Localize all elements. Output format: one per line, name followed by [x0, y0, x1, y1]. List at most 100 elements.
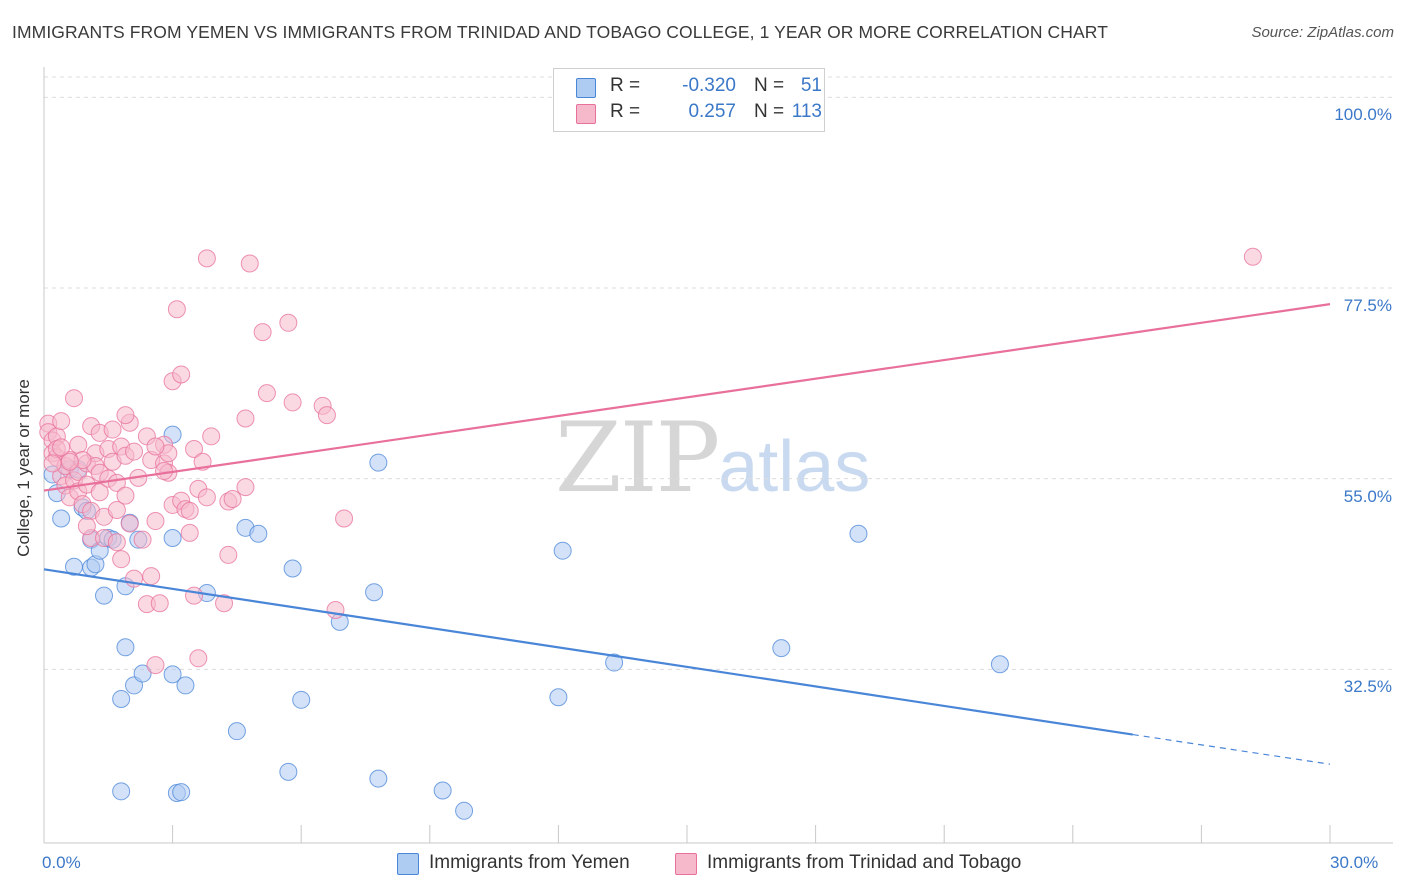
- legend-r-label: R =: [610, 75, 641, 96]
- trinidad-point: [1243, 247, 1262, 266]
- y-tick-label: 77.5%: [1343, 296, 1392, 316]
- trinidad-point: [90, 483, 109, 502]
- yemen-point: [279, 762, 298, 781]
- yemen-point: [95, 586, 114, 605]
- yemen-trend-extension: [1132, 733, 1331, 765]
- trinidad-point: [253, 323, 272, 342]
- trinidad-point: [189, 649, 208, 668]
- trinidad-point: [120, 514, 139, 533]
- yemen-point: [553, 541, 572, 560]
- trinidad-point: [197, 249, 216, 268]
- trinidad-point: [185, 440, 204, 459]
- legend-n-label: N =: [754, 101, 785, 122]
- trinidad-point: [103, 420, 122, 439]
- trinidad-point: [125, 442, 144, 461]
- trinidad-point: [60, 452, 79, 471]
- yemen-point: [176, 676, 195, 695]
- watermark-zip: ZIP: [555, 402, 720, 514]
- watermark: ZIPatlas: [555, 402, 870, 514]
- trinidad-point: [335, 509, 354, 528]
- trinidad-point: [116, 406, 135, 425]
- legend-n-label: N =: [754, 75, 785, 96]
- y-axis-label: College, 1 year or more: [4, 379, 44, 557]
- trinidad-point: [240, 254, 259, 273]
- trinidad-point: [167, 300, 186, 319]
- trinidad-point: [65, 389, 84, 408]
- trinidad-point: [146, 437, 165, 456]
- bottom-legend-label-trinidad: Immigrants from Trinidad and Tobago: [707, 852, 1022, 873]
- trinidad-point: [257, 384, 276, 403]
- yemen-point: [283, 559, 302, 578]
- trinidad-point: [279, 313, 298, 332]
- yemen-point: [172, 783, 191, 802]
- yemen-trend-line: [43, 568, 1133, 736]
- trinidad-point: [326, 601, 345, 620]
- legend-n-value: 113: [791, 101, 822, 122]
- yemen-point: [112, 782, 131, 801]
- yemen-point: [605, 653, 624, 672]
- yemen-point: [163, 665, 182, 684]
- yemen-point: [772, 639, 791, 658]
- x-tick-label-min: 0.0%: [42, 853, 81, 872]
- yemen-point: [365, 583, 384, 602]
- trinidad-point: [172, 365, 191, 384]
- yemen-point: [227, 722, 246, 741]
- legend-r-value: -0.320: [682, 75, 736, 96]
- source-credit: Source: ZipAtlas.com: [1251, 24, 1394, 41]
- trinidad-point: [180, 501, 199, 520]
- trinidad-point: [317, 406, 336, 425]
- trinidad-point: [202, 427, 221, 446]
- trinidad-point: [142, 567, 161, 586]
- yemen-point: [292, 690, 311, 709]
- yemen-point: [369, 769, 388, 788]
- trinidad-point: [283, 393, 302, 412]
- trinidad-point: [180, 523, 199, 542]
- yemen-point: [112, 689, 131, 708]
- trinidad-point: [236, 409, 255, 428]
- trinidad-point: [146, 656, 165, 675]
- trinidad-trend-line: [43, 303, 1331, 492]
- trinidad-point: [219, 545, 238, 564]
- yemen-point: [549, 688, 568, 707]
- watermark-atlas: atlas: [718, 427, 871, 507]
- trinidad-point: [77, 517, 96, 536]
- chart-title: IMMIGRANTS FROM YEMEN VS IMMIGRANTS FROM…: [12, 22, 1108, 42]
- trinidad-point: [155, 462, 174, 481]
- legend-r-value: 0.257: [688, 101, 736, 122]
- trinidad-point: [223, 490, 242, 509]
- trinidad-point: [185, 586, 204, 605]
- trinidad-point: [146, 512, 165, 531]
- bottom-legend-swatch-yemen: [397, 853, 419, 875]
- yemen-point: [133, 664, 152, 683]
- trinidad-point: [133, 530, 152, 549]
- yemen-point: [990, 655, 1009, 674]
- legend-r-label: R =: [610, 101, 641, 122]
- y-tick-label: 32.5%: [1343, 677, 1392, 697]
- bottom-legend-label-yemen: Immigrants from Yemen: [429, 852, 630, 873]
- y-axis-label-text: College, 1 year or more: [14, 379, 33, 557]
- trinidad-point: [107, 533, 126, 552]
- trinidad-point: [236, 478, 255, 497]
- yemen-point: [369, 453, 388, 472]
- trinidad-point: [43, 454, 62, 473]
- yemen-point: [163, 528, 182, 547]
- trinidad-point: [116, 486, 135, 505]
- trinidad-point: [197, 488, 216, 507]
- yemen-point: [849, 524, 868, 543]
- x-tick-label-max: 30.0%: [1330, 853, 1379, 872]
- y-tick-label: 55.0%: [1343, 486, 1392, 506]
- trinidad-point: [52, 412, 71, 431]
- yemen-point: [433, 781, 452, 800]
- trinidad-point: [107, 501, 126, 520]
- trinidad-point: [112, 550, 131, 569]
- trinidad-point: [69, 435, 88, 454]
- trinidad-point: [150, 594, 169, 613]
- legend-swatch-yemen: [576, 78, 596, 98]
- legend-swatch-trinidad: [576, 104, 596, 124]
- yemen-point: [116, 638, 135, 657]
- yemen-point: [52, 509, 71, 528]
- yemen-point: [249, 524, 268, 543]
- trinidad-point: [215, 594, 234, 613]
- correlation-legend: R = -0.320 N = 51 R = 0.257 N = 113: [553, 68, 825, 132]
